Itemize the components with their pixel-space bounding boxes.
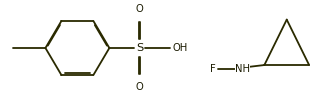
Text: S: S	[136, 43, 143, 53]
Text: F: F	[210, 64, 216, 74]
Text: O: O	[136, 82, 143, 92]
Text: NH: NH	[235, 64, 249, 74]
Text: O: O	[136, 4, 143, 14]
Text: OH: OH	[172, 43, 187, 53]
